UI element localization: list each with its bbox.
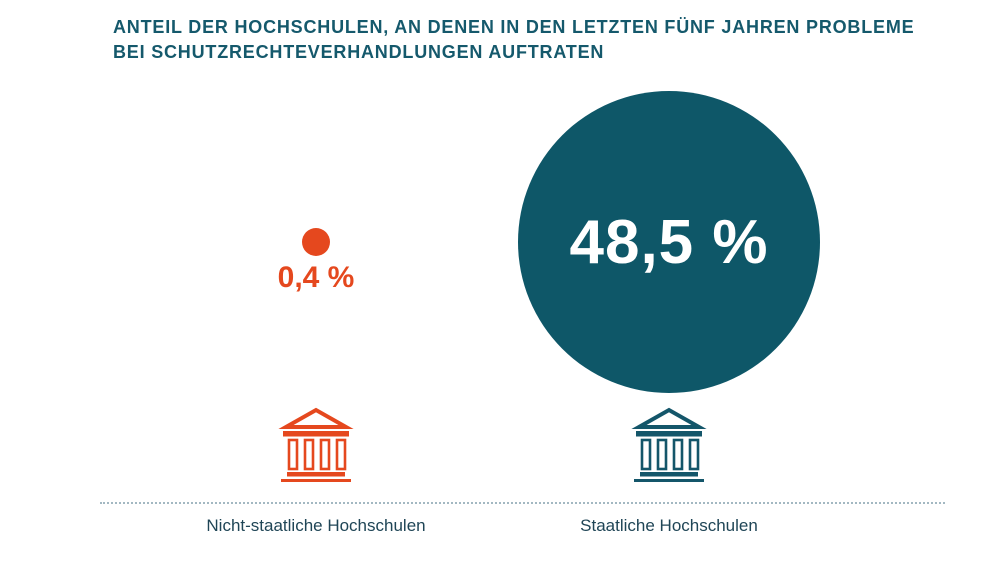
bubble-state: 48,5 % bbox=[518, 91, 820, 393]
university-building-icon bbox=[278, 406, 354, 482]
bubble-nonstate bbox=[302, 228, 330, 256]
value-label-state: 48,5 % bbox=[569, 207, 769, 277]
chart-title: ANTEIL DER HOCHSCHULEN, AN DENEN IN DEN … bbox=[113, 17, 915, 62]
category-label-nonstate: Nicht-staatliche Hochschulen bbox=[206, 516, 426, 535]
value-label-nonstate: 0,4 % bbox=[277, 261, 355, 294]
university-building-icon bbox=[631, 406, 707, 482]
category-label-state: Staatliche Hochschulen bbox=[580, 516, 758, 535]
dotted-divider bbox=[100, 502, 945, 504]
